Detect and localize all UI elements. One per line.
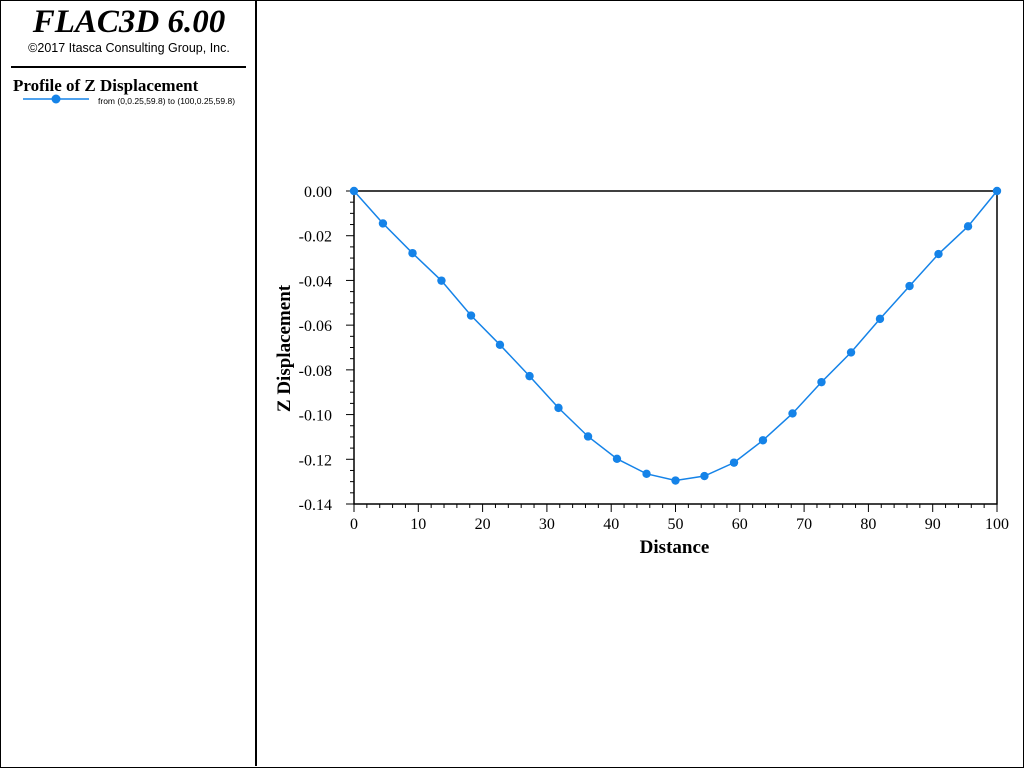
data-point — [437, 276, 446, 285]
y-tick-label: 0.00 — [304, 184, 332, 201]
y-tick-label: -0.06 — [299, 318, 332, 335]
legend-divider — [11, 66, 246, 68]
x-tick-label: 80 — [860, 516, 876, 533]
x-tick-label: 30 — [539, 516, 555, 533]
legend-line-marker-icon — [23, 94, 89, 104]
data-point — [642, 469, 651, 479]
x-tick-label: 90 — [925, 516, 941, 533]
x-tick-label: 100 — [985, 516, 1009, 533]
series-line — [353, 190, 998, 482]
data-point — [788, 409, 797, 418]
data-point — [671, 476, 680, 485]
x-tick-label: 10 — [410, 516, 426, 533]
x-tick-label: 70 — [796, 516, 812, 533]
data-point — [495, 340, 505, 350]
y-tick-label: -0.10 — [299, 408, 332, 425]
data-point — [583, 432, 593, 441]
x-tick-label: 0 — [350, 516, 358, 533]
data-point — [554, 403, 563, 413]
data-point — [992, 186, 1002, 196]
data-point — [934, 249, 943, 259]
data-point — [378, 219, 388, 228]
y-tick-label: -0.08 — [299, 363, 332, 380]
data-point — [846, 348, 856, 357]
data-point — [817, 377, 826, 387]
data-point — [963, 222, 973, 231]
data-point — [729, 458, 739, 467]
legend-panel: FLAC3D 6.00 ©2017 Itasca Consulting Grou… — [1, 1, 257, 766]
data-point — [466, 311, 476, 320]
data-point — [612, 454, 622, 464]
x-tick-label: 20 — [475, 516, 491, 533]
app-title: FLAC3D 6.00 — [32, 4, 226, 40]
legend-title: Profile of Z Displacement — [13, 76, 199, 95]
y-tick-label: -0.14 — [299, 497, 332, 514]
y-tick-label: -0.02 — [299, 229, 332, 246]
data-point — [758, 436, 768, 445]
x-tick-label: 50 — [668, 516, 684, 533]
data-point — [408, 248, 417, 258]
chart-area: 0 10 20 30 40 50 60 70 80 90 100 0.00 -0.02 -0.04 -0.0… — [274, 184, 1009, 558]
data-point — [905, 281, 914, 291]
x-tick-label: 40 — [603, 516, 619, 533]
y-axis-title: Z Displacement — [274, 284, 295, 412]
y-tick-label: -0.12 — [299, 452, 332, 469]
plot-frame — [353, 190, 998, 505]
data-point — [700, 471, 709, 481]
x-tick-label: 60 — [732, 516, 748, 533]
copyright-text: ©2017 Itasca Consulting Group, Inc. — [28, 41, 230, 55]
legend-entry-label: from (0,0.25,59.8) to (100,0.25,59.8) — [98, 96, 236, 106]
x-axis-title: Distance — [640, 537, 710, 558]
y-tick-label: -0.04 — [299, 273, 332, 290]
data-point — [875, 314, 885, 324]
data-point — [525, 371, 534, 381]
data-point — [349, 186, 359, 196]
